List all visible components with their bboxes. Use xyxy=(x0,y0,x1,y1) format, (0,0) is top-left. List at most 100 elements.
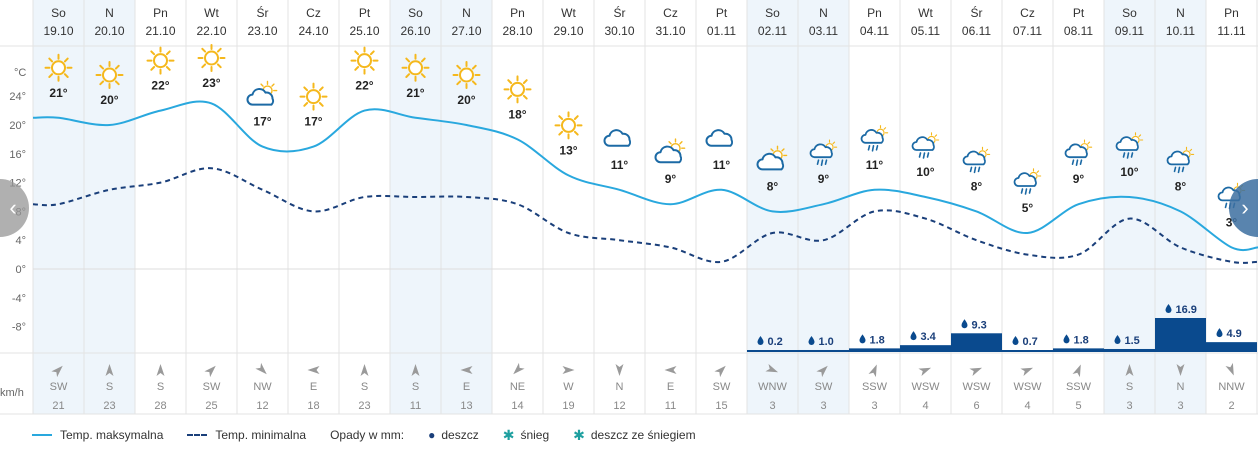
day-date: 02.11 xyxy=(758,24,787,38)
y-tick-label: -8° xyxy=(12,322,26,334)
wind-arrow-shape xyxy=(105,364,114,376)
max-temp-label: 22° xyxy=(151,79,169,93)
wind-direction: E xyxy=(310,381,317,393)
wind-arrow-icon xyxy=(360,364,369,376)
wind-direction: E xyxy=(667,381,674,393)
precip-bar xyxy=(951,333,1002,352)
max-temp-label: 9° xyxy=(665,172,677,186)
day-name: Pt xyxy=(359,6,371,20)
sun-icon xyxy=(197,44,226,72)
wind-speed: 12 xyxy=(613,400,625,412)
wind-arrow-icon xyxy=(513,362,525,375)
weekend-column xyxy=(747,0,798,414)
rain-icon xyxy=(860,124,889,152)
wind-speed: 18 xyxy=(307,400,319,412)
max-temp-line xyxy=(32,100,1258,252)
sun-icon xyxy=(299,82,328,111)
wind-arrow-icon xyxy=(1020,367,1034,376)
day-date: 07.11 xyxy=(1013,24,1042,38)
legend-max-temp: Temp. maksymalna xyxy=(0,428,163,442)
wind-direction: N xyxy=(616,381,624,393)
wind-speed: 2 xyxy=(1228,400,1234,412)
legend-mix: ✱ deszcz ze śniegiem xyxy=(573,427,695,444)
day-name: Śr xyxy=(971,5,983,20)
wind-speed: 3 xyxy=(1126,400,1132,412)
precip-bar xyxy=(798,349,849,352)
max-temp-label: 11° xyxy=(866,158,884,172)
wind-direction: NE xyxy=(510,381,525,393)
sun-icon xyxy=(95,61,124,89)
wind-arrow-shape xyxy=(1176,364,1185,376)
max-line-swatch xyxy=(32,434,52,436)
wind-arrow-shape xyxy=(714,365,726,378)
wind-arrow-icon xyxy=(562,366,575,374)
day-date: 23.10 xyxy=(247,24,277,38)
legend-precip-title: Opady w mm: xyxy=(330,428,404,442)
wind-speed: 11 xyxy=(410,400,421,412)
rain-drop-icon xyxy=(757,336,764,345)
day-name: Cz xyxy=(306,6,321,20)
wind-speed: 6 xyxy=(973,400,979,412)
rain-icon xyxy=(1064,139,1093,167)
precip-value: 1.5 xyxy=(1125,335,1140,347)
wind-arrow-icon xyxy=(460,366,473,374)
wind-direction: SSW xyxy=(1066,381,1092,393)
day-name: Wt xyxy=(918,6,933,20)
day-date: 30.10 xyxy=(604,24,634,38)
temperature-unit-label: °C xyxy=(14,67,26,79)
max-temp-label: 3° xyxy=(1226,215,1238,229)
day-date: 22.10 xyxy=(196,24,226,38)
rain-drop-icon xyxy=(1114,334,1121,344)
wind-direction: S xyxy=(106,381,113,393)
wind-arrow-shape xyxy=(1020,367,1034,376)
day-date: 04.11 xyxy=(860,24,889,38)
max-temp-label: 23° xyxy=(202,76,220,90)
rain-drop-icon xyxy=(961,319,968,329)
day-date: 03.11 xyxy=(809,24,838,38)
partly-cloudy-icon xyxy=(246,80,278,106)
day-date: 21.10 xyxy=(145,24,175,38)
legend-max-label: Temp. maksymalna xyxy=(60,428,164,442)
wind-speed: 23 xyxy=(103,400,115,412)
wind-direction: S xyxy=(157,381,164,393)
wind-arrow-shape xyxy=(255,362,267,375)
max-temp-label: 17° xyxy=(304,115,322,129)
legend-snow-label: śnieg xyxy=(520,428,550,442)
wind-direction: WNW xyxy=(758,381,787,393)
day-name: So xyxy=(408,6,423,20)
wind-speed: 25 xyxy=(205,400,217,412)
y-tick-label: 16° xyxy=(9,149,26,161)
wind-arrow-icon xyxy=(105,364,114,376)
wind-arrow-icon xyxy=(1176,364,1185,376)
chevron-left-icon: ‹ xyxy=(9,195,17,220)
wind-arrow-shape xyxy=(664,366,677,374)
rain-drop-icon xyxy=(1012,336,1019,345)
wind-direction: S xyxy=(1126,381,1133,393)
y-tick-label: 24° xyxy=(9,91,26,103)
legend-precip-label: Opady w mm: xyxy=(330,428,405,442)
day-date: 29.10 xyxy=(553,24,583,38)
wind-arrow-shape xyxy=(360,364,369,376)
legend-mix-label: deszcz ze śniegiem xyxy=(590,428,696,442)
wind-direction: SW xyxy=(50,381,68,393)
wind-direction: WSW xyxy=(911,381,940,393)
cloud-icon xyxy=(603,129,632,147)
wind-arrow-icon xyxy=(765,364,779,373)
day-name: So xyxy=(1122,6,1137,20)
y-tick-label: 20° xyxy=(9,120,26,132)
rain-drop-icon xyxy=(859,334,866,344)
wind-arrow-icon xyxy=(156,364,165,376)
precip-bar xyxy=(747,350,798,352)
day-date: 24.10 xyxy=(298,24,328,38)
max-temp-label: 13° xyxy=(559,143,577,157)
day-name: Wt xyxy=(204,6,219,20)
precip-value: 0.2 xyxy=(768,336,783,348)
wind-speed: 21 xyxy=(52,400,64,412)
legend-rain: ● deszcz xyxy=(428,428,479,442)
day-name: N xyxy=(819,6,828,20)
precip-bar xyxy=(1002,350,1053,352)
wind-row: km/h SW21S23S28SW25NW12E18S23S11E13NE14W… xyxy=(0,362,1245,412)
wind-arrow-shape xyxy=(51,365,63,378)
wind-direction: SSW xyxy=(862,381,888,393)
